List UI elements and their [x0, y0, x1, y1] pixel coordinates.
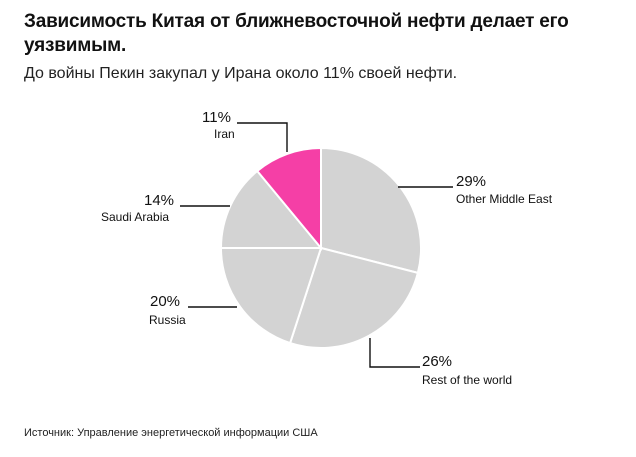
value-label-rest-of-the-world: 26%	[422, 353, 452, 370]
pie-slices	[219, 146, 423, 349]
category-label-saudi-arabia: Saudi Arabia	[101, 210, 169, 224]
label-group-iran: 11% Iran	[202, 109, 288, 152]
pie-slice-rest-of-the-world	[288, 246, 420, 349]
label-group-rest-of-the-world: 26% Rest of the world	[369, 338, 512, 387]
pie-slice-iran	[255, 146, 322, 251]
value-label-iran: 11%	[202, 109, 231, 126]
pie-slice-russia	[219, 247, 323, 345]
chart-title: Зависимость Китая от ближневосточной неф…	[24, 11, 569, 56]
leader-line-iran	[237, 122, 288, 152]
label-group-russia: 20% Russia	[149, 293, 237, 327]
leader-line-rest-of-the-world	[369, 338, 420, 368]
chart-subtitle: До войны Пекин закупал у Ирана около 11%…	[24, 65, 458, 82]
pie-slice-saudi-arabia	[219, 169, 324, 249]
label-group-other-middle-east: 29% Other Middle East	[398, 173, 553, 206]
value-label-russia: 20%	[150, 293, 180, 310]
category-label-other-middle-east: Other Middle East	[456, 192, 553, 206]
category-label-iran: Iran	[214, 127, 235, 141]
category-label-russia: Russia	[149, 313, 186, 327]
label-group-saudi-arabia: 14% Saudi Arabia	[101, 192, 230, 224]
source-note: Источник: Управление энергетической инфо…	[24, 427, 318, 439]
value-label-saudi-arabia: 14%	[144, 192, 174, 209]
category-label-rest-of-the-world: Rest of the world	[422, 373, 512, 387]
value-label-other-middle-east: 29%	[456, 173, 486, 190]
